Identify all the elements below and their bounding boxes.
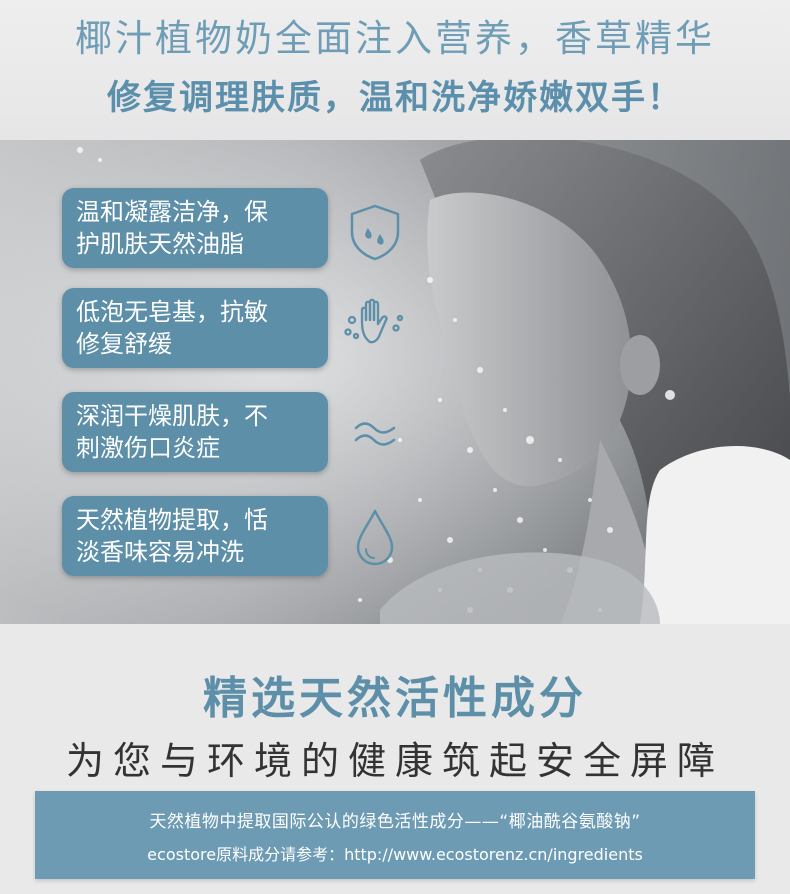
benefit-1-line-2: 护肌肤天然油脂	[76, 230, 244, 258]
section-subtitle: 为您与环境的健康筑起安全屏障	[65, 739, 724, 783]
benefit-3-line-1: 深润干燥肌肤，不	[76, 402, 268, 430]
headline-line-2: 修复调理肤质，温和洗净娇嫩双手！	[107, 78, 683, 118]
benefit-1-line-1: 温和凝露洁净，保	[76, 198, 268, 226]
ingredient-reference-link[interactable]: ecostore原料成分请参考：http://www.ecostorenz.cn…	[147, 845, 643, 864]
top-header: 椰汁植物奶全面注入营养，香草精华 修复调理肤质，温和洗净娇嫩双手！	[0, 0, 790, 140]
benefit-card-1: 温和凝露洁净，保 护肌肤天然油脂	[62, 188, 328, 268]
benefit-4-line-1: 天然植物提取，恬	[76, 506, 268, 534]
benefit-card-4: 天然植物提取，恬 淡香味容易冲洗	[62, 496, 328, 576]
benefit-2-line-1: 低泡无皂基，抗敏	[76, 298, 268, 326]
info-bar: 天然植物中提取国际公认的绿色活性成分——“椰油酰谷氨酸钠” ecostore原料…	[35, 791, 755, 879]
waves-icon	[354, 422, 396, 446]
benefit-card-2: 低泡无皂基，抗敏 修复舒缓	[62, 288, 328, 368]
benefit-card-3: 深润干燥肌肤，不 刺激伤口炎症	[62, 392, 328, 472]
headline-line-1: 椰汁植物奶全面注入营养，香草精华	[75, 17, 715, 60]
product-photo: 温和凝露洁净，保 护肌肤天然油脂 低泡无皂基，抗敏 修复舒缓 深润干燥肌肤，不 …	[0, 140, 790, 624]
water-drop-icon	[356, 509, 394, 566]
ingredient-statement: 天然植物中提取国际公认的绿色活性成分——“椰油酰谷氨酸钠”	[149, 812, 641, 832]
benefit-2-line-2: 修复舒缓	[76, 330, 172, 358]
section-title: 精选天然活性成分	[203, 673, 587, 724]
hand-bubbles-icon	[344, 298, 404, 344]
shield-drops-icon	[350, 204, 400, 261]
benefit-4-line-2: 淡香味容易冲洗	[76, 538, 244, 566]
girl-splash-illustration	[0, 140, 790, 624]
benefit-3-line-2: 刺激伤口炎症	[76, 434, 220, 462]
